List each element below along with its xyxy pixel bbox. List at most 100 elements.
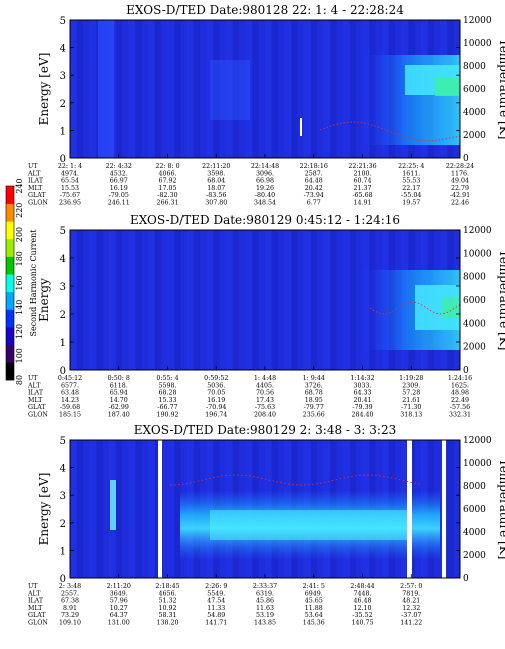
texture-stripe bbox=[278, 20, 285, 158]
texture-stripe bbox=[96, 440, 103, 578]
y-tick-label: 1 bbox=[60, 126, 66, 137]
texture-stripe bbox=[356, 20, 363, 158]
panel-1: EXOS-D/TED Date:980128 22: 1: 4 - 22:28:… bbox=[27, 3, 505, 207]
orbit-table-cell: 45.86 bbox=[256, 598, 274, 605]
y-tick-label: 1 bbox=[60, 338, 66, 349]
orbit-table-cell: 57.28 bbox=[402, 390, 420, 397]
orbit-table-cell: 70.56 bbox=[256, 390, 274, 397]
orbit-table-cell: 2:33:37 bbox=[253, 583, 277, 590]
orbit-table-cell: 138.20 bbox=[156, 620, 178, 627]
orbit-table-cell: 5598. bbox=[158, 382, 176, 389]
orbit-table-cell: -83.56 bbox=[206, 192, 226, 199]
texture-stripe bbox=[148, 20, 155, 158]
orbit-table-cell: 11.63 bbox=[256, 605, 274, 612]
y-right-tick-label: 10000 bbox=[463, 39, 492, 49]
y-tick-label: 4 bbox=[60, 464, 66, 475]
texture-stripe bbox=[174, 230, 181, 370]
orbit-table-cell: 68.78 bbox=[305, 390, 323, 397]
orbit-table-cell: 3726. bbox=[305, 382, 323, 389]
orbit-table-cell: 12.32 bbox=[402, 605, 420, 612]
texture-stripe bbox=[291, 230, 298, 370]
orbit-table-cell: 58.31 bbox=[158, 612, 176, 619]
orbit-table-cell: -82.30 bbox=[157, 192, 177, 199]
orbit-table-cell: 7819. bbox=[402, 590, 420, 597]
orbit-table-cell: 66.97 bbox=[110, 178, 128, 185]
texture-stripe bbox=[161, 440, 168, 578]
texture-stripe bbox=[284, 230, 292, 370]
orbit-table-cell: 22: 4:32 bbox=[106, 163, 132, 170]
texture-stripe bbox=[252, 20, 259, 158]
orbit-table-cell: 48.98 bbox=[451, 390, 469, 397]
texture-stripe bbox=[330, 20, 337, 158]
colorbar-tick-label: 80 bbox=[15, 375, 24, 385]
orbit-table-cell: 145.36 bbox=[303, 620, 325, 627]
orbit-table-cell: 235.66 bbox=[303, 412, 325, 419]
orbit-table-row-label: MLT bbox=[28, 397, 43, 404]
orbit-table-cell: 22: 8: 0 bbox=[155, 163, 179, 170]
orbit-table-cell: 64.33 bbox=[353, 390, 371, 397]
texture-stripe bbox=[226, 230, 233, 370]
orbit-table-cell: 5549. bbox=[207, 590, 225, 597]
y-tick-label: 3 bbox=[60, 491, 66, 502]
orbit-table-cell: 2557. bbox=[61, 590, 79, 597]
texture-stripe bbox=[200, 20, 207, 158]
orbit-table-cell: 2:18:45 bbox=[155, 583, 179, 590]
orbit-table-cell: 70.05 bbox=[207, 390, 225, 397]
texture-stripe bbox=[167, 20, 175, 158]
orbit-table-cell: -73.94 bbox=[304, 192, 324, 199]
orbit-table-cell: 21.61 bbox=[402, 397, 420, 404]
texture-stripe bbox=[297, 20, 305, 158]
y-right-tick-label: 8000 bbox=[463, 482, 486, 492]
texture-stripe bbox=[148, 230, 155, 370]
orbit-table-cell: 51.32 bbox=[158, 598, 176, 605]
orbit-table-cell: 22.49 bbox=[451, 397, 469, 404]
orbit-table-cell: 10.92 bbox=[158, 605, 176, 612]
texture-stripe bbox=[343, 20, 350, 158]
colorbar-segment bbox=[6, 309, 14, 328]
orbit-table-cell: 14.23 bbox=[61, 397, 79, 404]
texture-stripe bbox=[122, 440, 129, 578]
texture-stripe bbox=[200, 230, 207, 370]
temperature-trace bbox=[169, 474, 423, 486]
texture-stripe bbox=[141, 20, 149, 158]
panel-2: EXOS-D/TED Date:980129 0:45:12 - 1:24:16… bbox=[27, 213, 505, 419]
texture-stripe bbox=[271, 230, 279, 370]
orbit-table-cell: -35.52 bbox=[352, 612, 372, 619]
orbit-table-cell: -55.04 bbox=[401, 192, 421, 199]
orbit-table-cell: -75.67 bbox=[60, 192, 80, 199]
texture-stripe bbox=[83, 440, 90, 578]
orbit-table-cell: 12.10 bbox=[353, 605, 371, 612]
early-burst bbox=[110, 480, 116, 530]
orbit-table-cell: 208.40 bbox=[254, 412, 276, 419]
texture-stripe bbox=[96, 230, 103, 370]
orbit-table-cell: 11.88 bbox=[305, 605, 323, 612]
orbit-table-row-label: UT bbox=[28, 163, 38, 170]
texture-stripe bbox=[304, 230, 311, 370]
texture-stripe bbox=[141, 440, 149, 578]
texture-stripe bbox=[154, 230, 162, 370]
texture-stripe bbox=[141, 230, 149, 370]
colorbar-frame bbox=[5, 185, 15, 381]
orbit-table-cell: 348.54 bbox=[254, 200, 276, 207]
orbit-table-cell: 22:28:24 bbox=[446, 163, 474, 170]
y-tick-label: 3 bbox=[60, 71, 66, 82]
y-right-tick-label: 4000 bbox=[463, 108, 486, 118]
texture-stripe bbox=[219, 230, 227, 370]
y-tick-label: 3 bbox=[60, 282, 66, 293]
orbit-table-cell: 307.80 bbox=[205, 200, 227, 207]
colorbar-tick-label: 100 bbox=[15, 348, 24, 363]
orbit-table-cell: -70.94 bbox=[206, 404, 226, 411]
colorbar-tick-label: 180 bbox=[15, 251, 24, 266]
orbit-table-cell: 2:26: 9 bbox=[205, 583, 227, 590]
texture-stripe bbox=[83, 230, 90, 370]
enhancement-peak bbox=[435, 78, 460, 96]
orbit-table-row-label: GLAT bbox=[28, 192, 46, 199]
orbit-table-cell: 17.43 bbox=[256, 397, 274, 404]
orbit-table-cell: 8.91 bbox=[63, 605, 77, 612]
y-right-tick-label: 0 bbox=[463, 154, 469, 164]
texture-stripe bbox=[219, 20, 227, 158]
colorbar-segment bbox=[6, 238, 14, 257]
texture-stripe bbox=[258, 20, 266, 158]
colorbar-segment bbox=[6, 221, 14, 240]
